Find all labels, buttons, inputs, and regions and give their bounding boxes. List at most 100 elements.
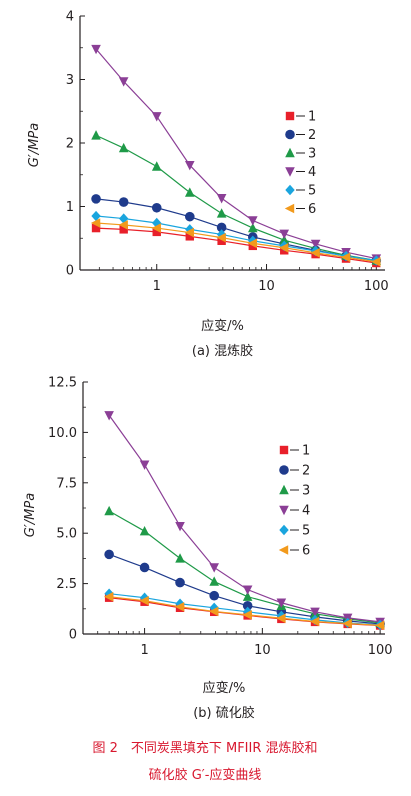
legend-marker-5: [285, 184, 295, 196]
caption-line-1: 图 2 不同炭黑填充下 MFIIR 混炼胶和: [92, 740, 317, 756]
series-6-point: [371, 256, 381, 267]
series-4-point: [242, 585, 253, 595]
x-axis-title: 应变/%: [201, 318, 244, 334]
y-tick-label: 1: [66, 200, 74, 215]
series-3-point: [279, 234, 290, 245]
chart-b-vulcanized-rubber: 0 2.5 5.0 7.5 10.0 12.5 1 10 100 1 2 3 4 5 6 应变/% (b) 硫化…: [23, 376, 393, 722]
series-2-point: [139, 562, 150, 573]
series-3-point: [184, 187, 195, 197]
series-6-point: [309, 616, 320, 627]
series-6-point: [103, 591, 114, 602]
y-tick-label: 5.0: [56, 527, 77, 542]
legend-label-3: 3: [308, 147, 316, 162]
series-4-point: [310, 607, 320, 618]
series-1-point: [185, 232, 194, 241]
series-6-point: [151, 223, 161, 233]
x-tick-label: 100: [364, 279, 389, 294]
series-5-point: [91, 210, 101, 222]
series-2-point: [242, 600, 253, 611]
legend-label-1: 1: [308, 110, 316, 125]
x-axis-title: 应变/%: [203, 680, 246, 696]
legend-marker-6: [284, 203, 295, 214]
series-3-point: [151, 161, 162, 171]
legend-marker-3: [285, 147, 295, 158]
legend-label-1: 1: [302, 444, 310, 459]
series-2-point: [216, 222, 227, 233]
series-3-point: [118, 142, 129, 153]
y-tick-label: 3: [66, 73, 74, 88]
series-3-point: [248, 222, 258, 233]
series-6-point: [279, 242, 289, 253]
x-tick-label: 1: [153, 279, 161, 294]
chart-subtitle: (a) 混炼胶: [192, 343, 253, 359]
series-1-point: [152, 227, 161, 237]
y-axis-title: G′/MPa: [27, 123, 42, 167]
series-2-point: [104, 549, 114, 560]
series-2-point: [175, 577, 185, 588]
legend-label-2: 2: [302, 464, 310, 479]
x-tick-label: 100: [368, 643, 393, 658]
legend-marker-5: [279, 524, 289, 536]
legend-label-6: 6: [302, 544, 310, 559]
series-6-point: [342, 618, 352, 629]
series-1-line: [96, 227, 377, 264]
series-6-point: [310, 248, 320, 258]
series-2-point: [91, 194, 101, 204]
series-4-point: [209, 563, 219, 573]
series-6-line: [96, 222, 377, 263]
legend-label-2: 2: [308, 128, 316, 143]
series-6-point: [118, 220, 128, 230]
legend-label-4: 4: [302, 504, 310, 519]
series-1-point: [91, 223, 101, 233]
y-tick-label: 2.5: [56, 577, 77, 592]
series-3-point: [242, 591, 253, 601]
y-tick-label: 4: [66, 10, 74, 25]
series-6-point: [184, 227, 194, 238]
series-3-point: [91, 130, 101, 140]
y-tick-label: 10.0: [48, 426, 77, 441]
series-4-point: [104, 411, 114, 421]
series-6-point: [139, 595, 149, 606]
series-4-point: [91, 44, 101, 55]
series-4-point: [118, 77, 129, 87]
series-6-point: [340, 252, 351, 263]
legend-marker-1: [285, 111, 295, 121]
series-4-point: [216, 194, 227, 204]
x-tick-label: 10: [258, 279, 275, 294]
series-5-point: [175, 598, 185, 609]
series-4-line: [108, 414, 381, 623]
series-3-point: [175, 553, 185, 563]
series-4-point: [310, 239, 321, 250]
caption-line-2: 硫化胶 G′-应变曲线: [149, 767, 262, 783]
series-6-point: [276, 613, 286, 624]
series-5-point: [118, 213, 129, 224]
series-3-point: [209, 576, 219, 586]
series-6-point: [208, 606, 219, 617]
series-6-point: [90, 218, 101, 228]
legend-marker-4: [285, 167, 295, 177]
series-4-point: [151, 112, 162, 122]
y-tick-label: 12.5: [48, 376, 77, 391]
legend-label-4: 4: [308, 165, 316, 180]
legend-marker-1: [279, 445, 289, 455]
series-4-point: [184, 161, 195, 171]
series-6-point: [374, 620, 385, 631]
series-6-point: [247, 238, 258, 249]
series-2-point: [151, 202, 162, 213]
series-6-point: [242, 610, 252, 620]
chart-a-mixed-rubber: 0 1 2 3 4 1 10 100 1 2 3 4 5 6 应变/% (a) 混炼胶 G′/MPa: [27, 10, 389, 360]
x-tick-label: 10: [254, 643, 271, 658]
y-tick-label: 0: [66, 264, 74, 279]
legend-label-5: 5: [308, 184, 316, 199]
series-4-line: [95, 48, 377, 260]
series-2-point: [184, 211, 195, 222]
series-4-point: [248, 216, 258, 226]
legend-label-6: 6: [308, 202, 316, 217]
series-4-point: [175, 521, 185, 532]
legend-marker-3: [279, 484, 289, 495]
series-4-point: [279, 229, 290, 240]
y-axis-title: G′/MPa: [23, 493, 38, 537]
legend-marker-2: [279, 465, 289, 475]
y-tick-label: 0: [69, 628, 77, 643]
legend-marker-6: [278, 545, 289, 555]
